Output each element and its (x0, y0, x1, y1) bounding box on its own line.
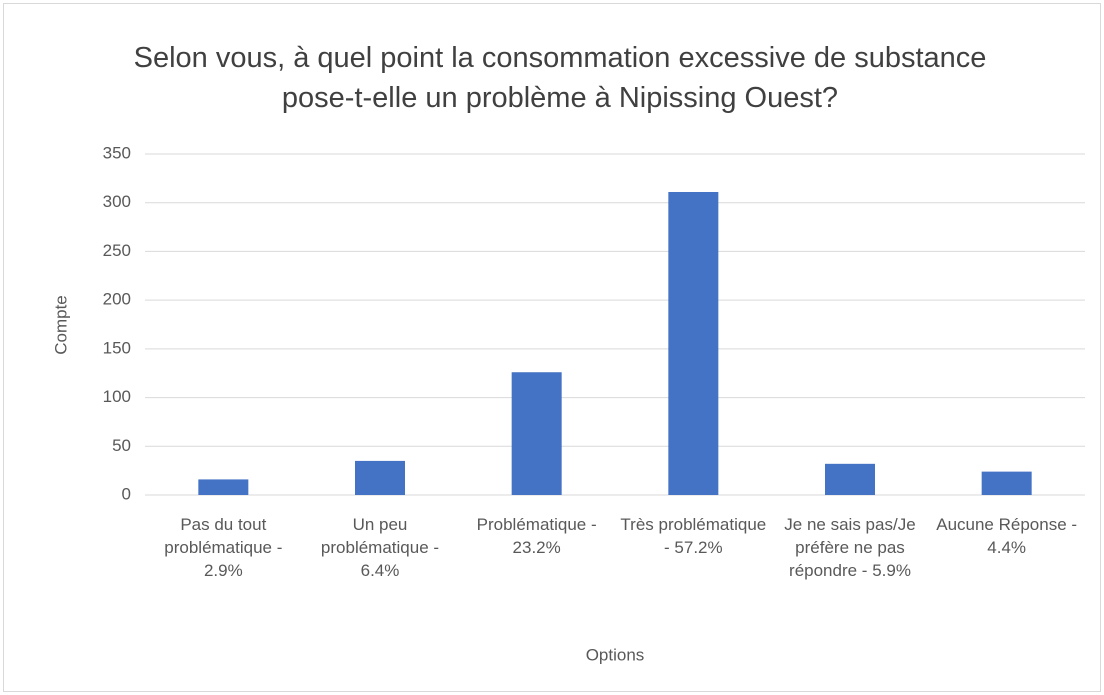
x-axis-label: Options (586, 645, 645, 664)
chart-border (3, 3, 1101, 692)
y-tick-label: 200 (103, 290, 131, 309)
y-tick-label: 300 (103, 192, 131, 211)
chart-title: Selon vous, à quel point la consommation… (133, 42, 987, 114)
y-axis-label: Compte (51, 295, 70, 355)
bar (511, 372, 562, 495)
x-tick-label: Aucune Réponse - 4.4% (936, 515, 1078, 557)
x-tick-label: Pas du tout problématique - 2.9% (164, 515, 283, 580)
x-tick-label: Un peu problématique - 6.4% (320, 515, 440, 580)
y-tick-label: 50 (112, 436, 131, 455)
bar (825, 463, 875, 495)
y-tick-label: 150 (103, 338, 131, 357)
bar (355, 460, 405, 495)
x-tick-label: Très problématique - 57.2% (620, 515, 767, 557)
y-tick-label: 100 (103, 387, 131, 406)
bar (668, 191, 719, 496)
bar (981, 471, 1032, 495)
y-tick-label: 250 (103, 241, 131, 260)
x-tick-label: Je ne sais pas/Je préfère ne pas répondr… (784, 515, 916, 580)
y-tick-label: 0 (122, 484, 131, 503)
x-tick-label: Problématique - 23.2% (476, 515, 597, 557)
y-tick-label: 350 (103, 143, 131, 162)
bar (198, 479, 249, 495)
